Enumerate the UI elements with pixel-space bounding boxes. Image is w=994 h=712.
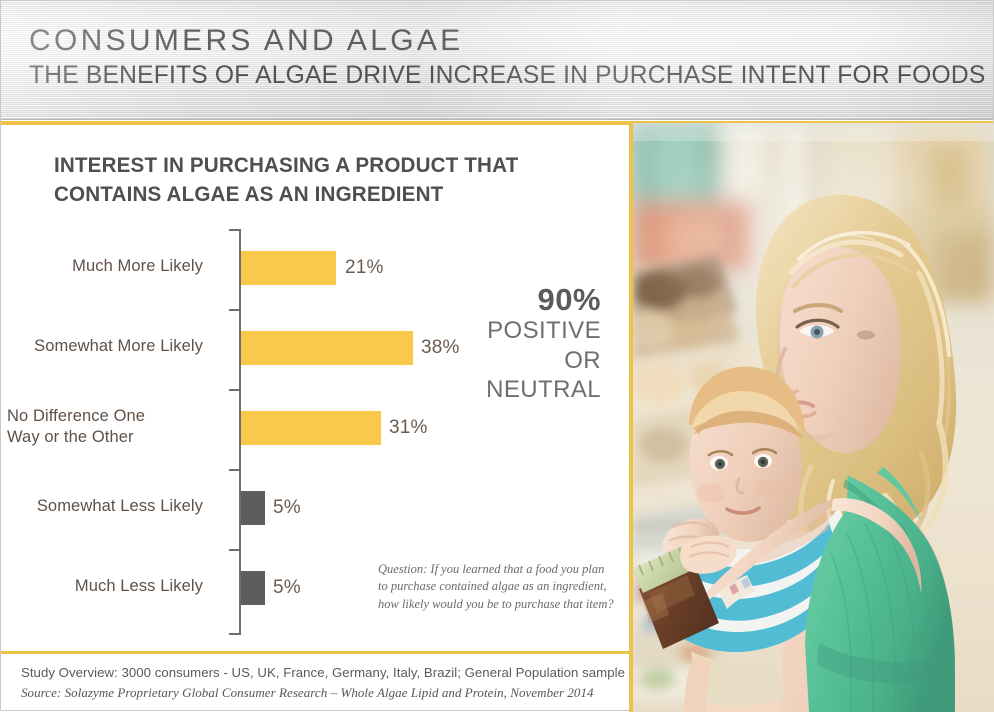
chart-title-line-2: CONTAINS ALGAE AS AN INGREDIENT	[54, 181, 444, 206]
axis-tick-4	[229, 549, 240, 551]
bar-value-much-more-likely: 21%	[345, 257, 384, 278]
chart-axis-line	[239, 229, 241, 635]
axis-tick-2	[229, 389, 240, 391]
bar-much-less-likely	[241, 571, 265, 605]
shopper-photo	[633, 123, 994, 712]
bar-no-difference	[241, 411, 381, 445]
bar-label-no-difference-line-2: Way or the Other	[7, 428, 134, 446]
photo-frame	[629, 123, 994, 712]
page-title: CONSUMERS AND ALGAE	[29, 24, 464, 57]
footer-accent-rule	[1, 651, 629, 654]
question-line-2: to purchase contained algae as an ingred…	[378, 579, 607, 594]
header-text-block: CONSUMERS AND ALGAE THE BENEFITS OF ALGA…	[29, 24, 986, 91]
source-text: Source: Solazyme Proprietary Global Cons…	[21, 685, 594, 700]
bar-label-no-difference-line-1: No Difference One	[7, 407, 146, 425]
chart-panel: INTEREST IN PURCHASING A PRODUCT THAT CO…	[1, 125, 629, 653]
bar-somewhat-less-likely	[241, 491, 265, 525]
bar-much-more-likely	[241, 251, 336, 285]
bar-value-somewhat-more-likely: 38%	[421, 337, 460, 358]
axis-tick-1	[229, 309, 240, 311]
bar-chart-plot-area: Much More Likely 21% Somewhat More Likel…	[1, 225, 629, 649]
chart-title: INTEREST IN PURCHASING A PRODUCT THAT CO…	[54, 151, 572, 208]
axis-cap-bottom	[229, 633, 241, 635]
callout-percent: 90%	[537, 282, 601, 317]
axis-tick-3	[229, 469, 240, 471]
callout-line-or: OR	[564, 346, 601, 374]
callout-line-positive: POSITIVE	[487, 317, 601, 345]
axis-cap-top	[229, 229, 241, 231]
bar-value-much-less-likely: 5%	[273, 577, 301, 598]
page-subtitle: THE BENEFITS OF ALGAE DRIVE INCREASE IN …	[29, 61, 986, 90]
bar-somewhat-more-likely	[241, 331, 413, 365]
survey-question-note: Question: If you learned that a food you…	[378, 561, 616, 613]
shopper-photo-image	[633, 123, 994, 712]
page-footer: Study Overview: 3000 consumers - US, UK,…	[1, 654, 629, 710]
header-accent-rule	[1, 121, 993, 125]
page-header: CONSUMERS AND ALGAE THE BENEFITS OF ALGA…	[1, 1, 993, 120]
bar-value-somewhat-less-likely: 5%	[273, 497, 301, 518]
question-line-1: Question: If you learned that a food you…	[378, 562, 605, 576]
study-overview-text: Study Overview: 3000 consumers - US, UK,…	[21, 665, 625, 680]
chart-title-line-1: INTEREST IN PURCHASING A PRODUCT THAT	[54, 153, 519, 177]
question-line-3: how likely would you be to purchase that…	[378, 596, 614, 611]
callout-line-neutral: NEUTRAL	[486, 375, 601, 403]
positive-neutral-callout: 90% POSITIVE OR NEUTRAL	[453, 283, 601, 404]
bar-value-no-difference: 31%	[389, 417, 428, 438]
